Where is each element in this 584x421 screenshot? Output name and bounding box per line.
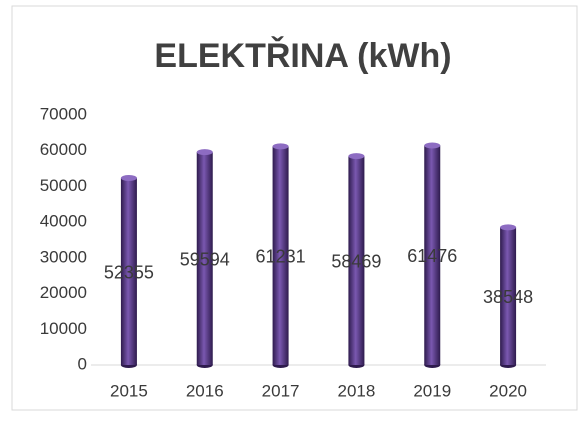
bar-cap bbox=[348, 153, 365, 160]
y-tick-label: 60000 bbox=[40, 140, 87, 159]
bar bbox=[196, 152, 213, 365]
y-tick-label: 70000 bbox=[40, 104, 87, 123]
data-label: 38548 bbox=[483, 287, 533, 307]
data-label: 58469 bbox=[331, 251, 381, 271]
data-label: 52355 bbox=[104, 262, 154, 282]
bar-cap bbox=[500, 224, 517, 231]
bar bbox=[120, 178, 137, 365]
data-label: 61231 bbox=[256, 246, 306, 266]
bar bbox=[348, 156, 365, 365]
y-tick-label: 10000 bbox=[40, 319, 87, 338]
data-label: 59594 bbox=[180, 249, 230, 269]
bar bbox=[424, 145, 441, 365]
y-tick-label: 50000 bbox=[40, 176, 87, 195]
bar bbox=[272, 146, 289, 365]
data-label: 61476 bbox=[407, 246, 457, 266]
chart-border bbox=[11, 5, 578, 411]
x-tick-label: 2020 bbox=[489, 381, 527, 400]
y-tick-label: 20000 bbox=[40, 283, 87, 302]
y-tick-label: 30000 bbox=[40, 247, 87, 266]
x-tick-label: 2018 bbox=[338, 381, 376, 400]
y-tick-label: 0 bbox=[78, 354, 87, 373]
x-tick-label: 2016 bbox=[186, 381, 224, 400]
bar bbox=[500, 227, 517, 365]
x-tick-label: 2019 bbox=[413, 381, 451, 400]
x-tick-label: 2017 bbox=[262, 381, 300, 400]
bar-cap bbox=[424, 142, 441, 149]
y-tick-label: 40000 bbox=[40, 212, 87, 231]
chart-title: ELEKTŘINA (kWh) bbox=[154, 37, 451, 75]
bar-cap bbox=[120, 175, 137, 182]
x-tick-label: 2015 bbox=[110, 381, 148, 400]
bar-cap bbox=[272, 143, 289, 150]
bar-cap bbox=[196, 149, 213, 156]
